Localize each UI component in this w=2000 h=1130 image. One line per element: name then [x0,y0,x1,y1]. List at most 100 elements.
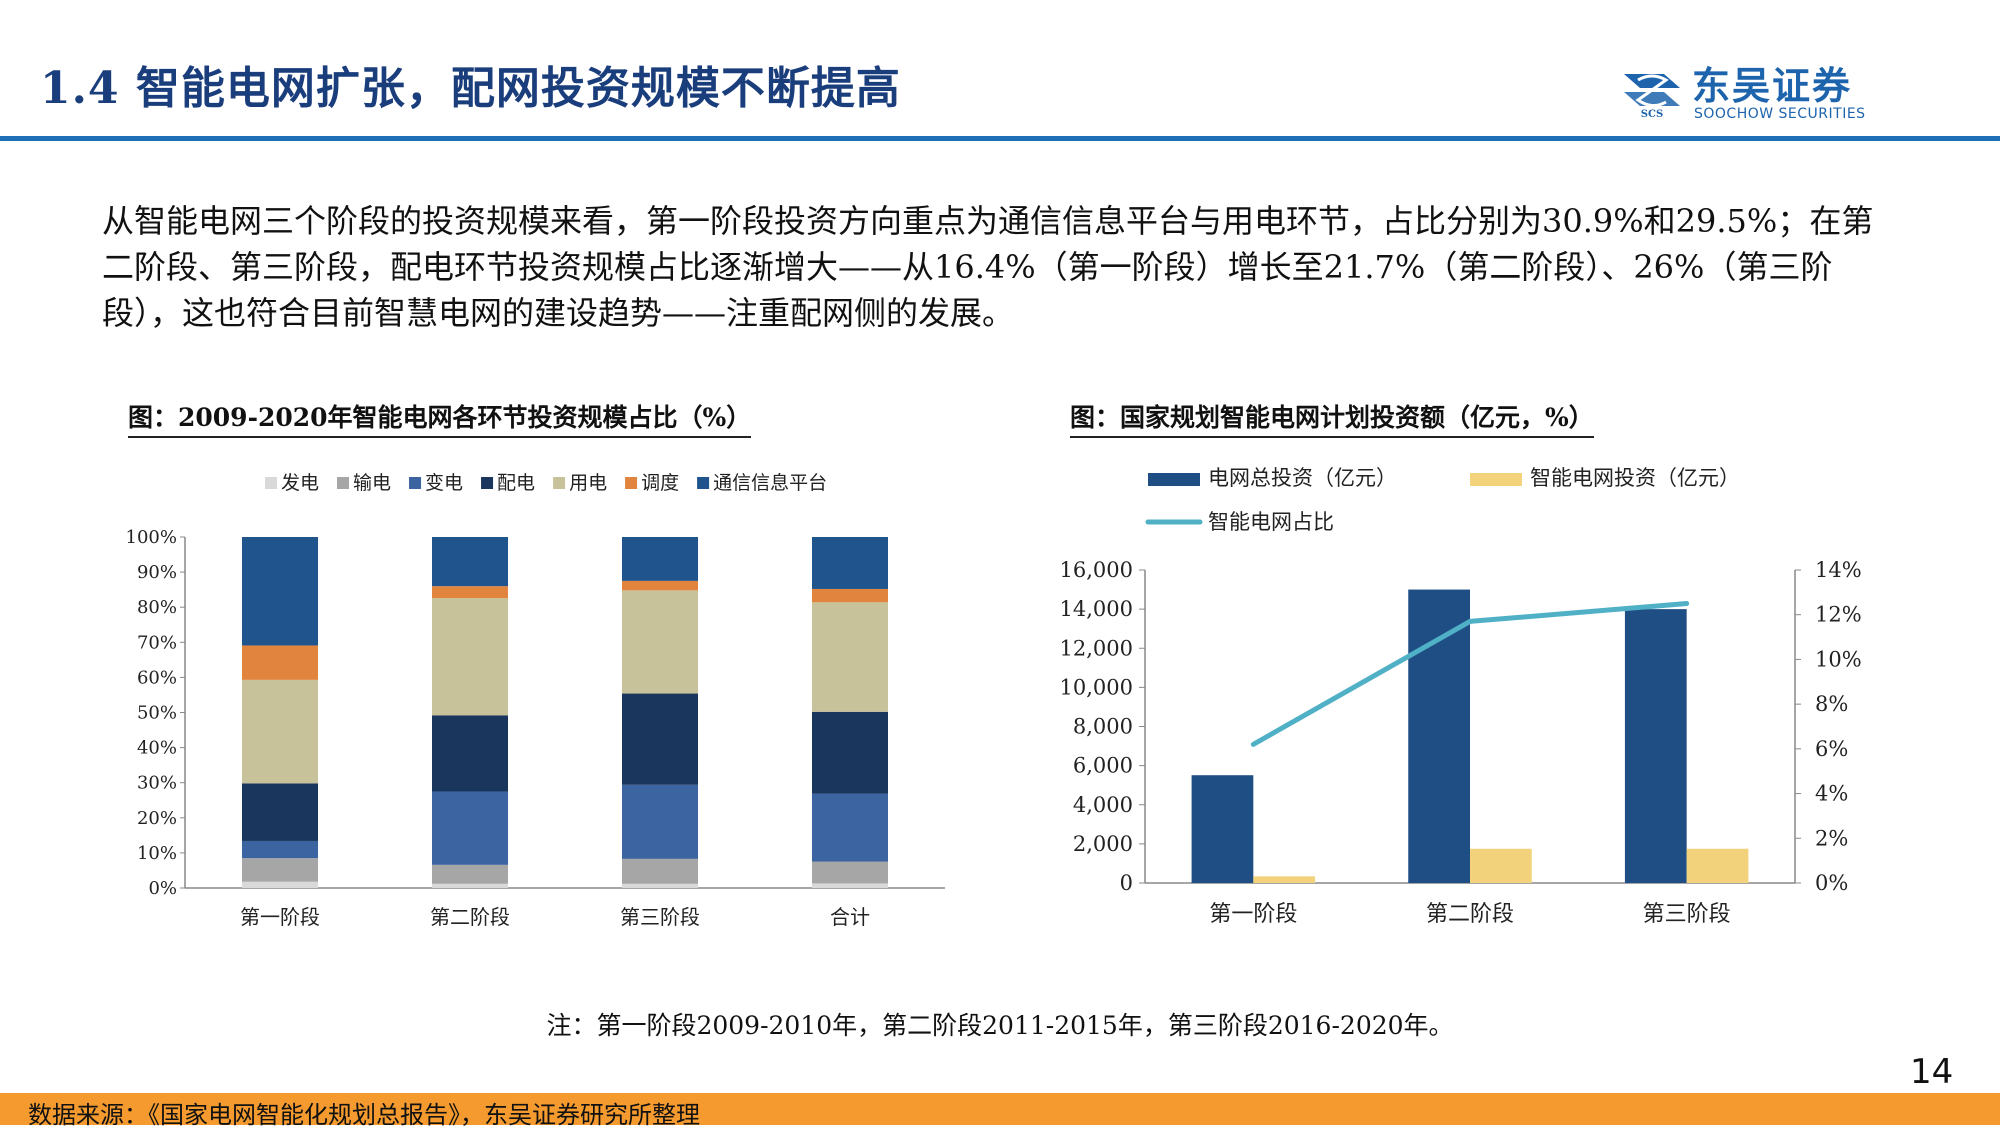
brand-logo: SCS 东吴证券 SOOCHOW SECURITIES [1620,66,1900,122]
bar-segment-1-3 [432,715,508,792]
legend-swatch-4 [553,477,566,489]
bar-segment-0-4 [242,679,318,784]
y-tick-label-1: 10% [137,843,177,864]
legend-label-0: 电网总投资（亿元） [1208,466,1397,490]
bar-segment-0-6 [242,537,318,646]
x-tick-label-0: 第一阶段 [1209,902,1297,927]
y-tick-label-5: 50% [137,703,177,724]
legend-label-5: 调度 [641,472,679,494]
y-tick-label-0: 0% [148,878,177,899]
x-tick-label-1: 第二阶段 [430,905,510,929]
legend-label-4: 用电 [569,472,607,494]
y2-tick-label-1: 2% [1815,826,1848,850]
bar-segment-3-4 [812,602,888,712]
bar-segment-1-4 [432,598,508,716]
bar-segment-2-0 [622,883,698,888]
left-chart-title: 图：2009-2020年智能电网各环节投资规模占比（%） [128,398,752,438]
bar-segment-0-1 [242,858,318,882]
bar-2-0 [1624,609,1687,883]
x-tick-label-1: 第二阶段 [1426,902,1514,927]
y-tick-label-8: 80% [137,597,177,618]
legend-label-3: 配电 [497,472,535,494]
y2-tick-label-4: 8% [1815,692,1848,716]
bar-segment-2-5 [622,580,698,591]
y2-tick-label-7: 14% [1815,558,1862,582]
bar-1-1 [1470,848,1532,883]
legend-label-1: 智能电网投资（亿元） [1530,466,1740,490]
share-point-2 [1685,602,1689,606]
right-chart-title: 图：国家规划智能电网计划投资额（亿元，%） [1070,398,1594,438]
legend-label-0: 发电 [281,472,319,494]
legend-swatch-3 [481,477,494,489]
bar-segment-1-6 [432,537,508,587]
y-tick-label-7: 14,000 [1060,597,1133,621]
bar-segment-2-3 [622,693,698,785]
bar-segment-1-2 [432,791,508,865]
y-tick-label-3: 30% [137,773,177,794]
y-tick-label-0: 0 [1120,871,1133,895]
bar-segment-3-3 [812,711,888,794]
legend-label-1: 输电 [353,472,391,494]
y-tick-label-1: 2,000 [1073,832,1133,856]
bar-segment-3-5 [812,588,888,603]
x-tick-label-2: 第三阶段 [1643,902,1731,927]
y-tick-label-4: 8,000 [1073,715,1133,739]
share-point-0 [1251,742,1255,746]
body-paragraph: 从智能电网三个阶段的投资规模来看，第一阶段投资方向重点为通信信息平台与用电环节，… [102,202,1874,332]
x-tick-label-0: 第一阶段 [240,905,320,929]
y-tick-label-7: 70% [137,632,177,653]
legend-swatch-6 [697,477,710,489]
footnote: 注：第一阶段2009-2010年，第二阶段2011-2015年，第三阶段2016… [546,1011,1454,1040]
bar-segment-0-2 [242,840,318,859]
y-tick-label-3: 6,000 [1073,754,1133,778]
bar-segment-1-1 [432,864,508,884]
bar-2-1 [1686,848,1749,883]
bar-segment-0-0 [242,881,318,888]
legend-swatch-1 [1470,473,1522,486]
legend-swatch-2 [409,477,422,489]
brand-name-english: SOOCHOW SECURITIES [1694,106,1866,122]
bar-segment-1-5 [432,586,508,599]
bar-segment-3-2 [812,793,888,862]
legend-label-6: 通信信息平台 [713,472,827,494]
legend-label-2: 变电 [425,472,463,494]
bar-segment-3-1 [812,861,888,884]
y2-tick-label-3: 6% [1815,737,1848,761]
y2-tick-label-2: 4% [1815,782,1848,806]
bar-segment-3-6 [812,537,888,589]
brand-name: 东吴证券 [1692,64,1853,108]
share-point-1 [1468,619,1472,623]
legend-swatch-5 [625,477,638,489]
bar-segment-2-4 [622,590,698,694]
y-tick-label-10: 100% [126,527,177,548]
bar-segment-2-2 [622,784,698,859]
legend-swatch-0 [1148,473,1200,486]
y-tick-label-6: 60% [137,667,177,688]
y-tick-label-6: 12,000 [1060,636,1133,660]
x-tick-label-2: 第三阶段 [620,905,700,929]
bar-segment-0-3 [242,783,318,841]
bar-0-1 [1253,876,1316,883]
bar-0-0 [1191,775,1254,883]
y-tick-label-2: 20% [137,808,177,829]
y-tick-label-2: 4,000 [1073,793,1133,817]
bar-1-0 [1408,589,1470,883]
brand-mark-text: SCS [1641,109,1663,118]
legend-label-2: 智能电网占比 [1208,510,1334,534]
investment-combo-chart: 电网总投资（亿元） 智能电网投资（亿元） 智能电网占比 0 2,000 4,000 6,00… [1060,466,1862,927]
y2-tick-label-0: 0% [1815,871,1848,895]
y-tick-label-4: 40% [137,738,177,759]
slide-title: 1.4 智能电网扩张，配网投资规模不断提高 [40,63,901,114]
bar-segment-0-5 [242,645,318,680]
y-tick-label-8: 16,000 [1060,558,1133,582]
footer-bar: 数据来源：《国家电网智能化规划总报告》，东吴证券研究所整理 [0,1093,2000,1129]
title-divider [0,136,2000,141]
y-tick-label-5: 10,000 [1060,675,1133,699]
stacked-bar-chart: 发电 输电 变电 配电 用电 调度 通信信息平台 0% 10% 20% 30% 40% 50% 60% 70… [126,472,945,929]
brand-mark-icon: SCS [1624,74,1680,118]
bar-segment-2-6 [622,537,698,581]
y2-tick-label-5: 10% [1815,647,1862,671]
y-tick-label-9: 90% [137,562,177,583]
bar-segment-2-1 [622,858,698,884]
legend-swatch-1 [337,477,350,489]
